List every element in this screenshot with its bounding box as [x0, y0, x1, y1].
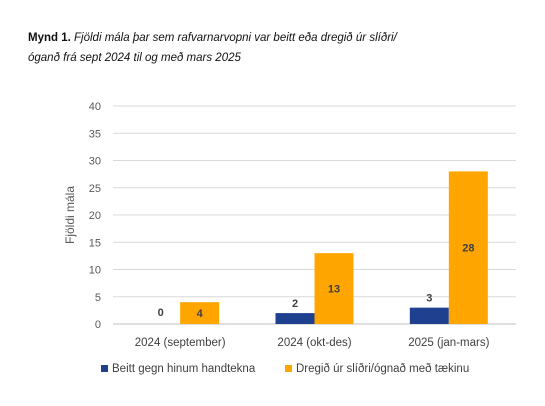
y-tick-label: 10 [89, 265, 101, 277]
y-tick-label: 25 [89, 183, 101, 195]
x-tick-label: 2025 (jan-mars) [408, 337, 489, 349]
y-tick-label: 0 [95, 319, 101, 331]
data-label: 2 [292, 298, 298, 310]
legend-swatch [285, 365, 292, 372]
y-tick-label: 20 [89, 210, 101, 222]
caption-line2: óganð frá sept 2024 til og með mars 2025 [28, 52, 241, 64]
data-label: 0 [158, 307, 164, 319]
figure-caption: Mynd 1. Fjöldi mála þar sem rafvarnarvop… [28, 28, 528, 68]
data-label: 4 [197, 308, 204, 320]
data-label: 28 [462, 243, 474, 255]
y-tick-label: 30 [89, 156, 101, 168]
x-tick-label: 2024 (okt-des) [277, 337, 351, 349]
legend-label: Dregið úr slíðri/ógnað með tækinu [296, 363, 469, 375]
x-tick-label: 2024 (september) [135, 337, 226, 349]
y-tick-label: 35 [89, 128, 101, 140]
legend-label: Beitt gegn hinum handtekna [112, 363, 256, 375]
y-tick-label: 5 [95, 292, 101, 304]
bar-dregid [180, 302, 220, 324]
data-label: 13 [328, 284, 340, 296]
caption-line1: Fjöldi mála þar sem rafvarnarvopni var b… [74, 32, 397, 44]
bar-beitt [275, 313, 315, 324]
caption-lead: Mynd 1. [28, 32, 71, 44]
y-tick-label: 40 [89, 101, 101, 113]
legend-swatch [101, 365, 108, 372]
bar-beitt [409, 307, 449, 324]
bar-dregid [314, 253, 354, 324]
data-label: 3 [426, 293, 432, 305]
y-tick-label: 15 [89, 237, 101, 249]
bar-dregid [448, 171, 488, 324]
y-axis-label: Fjöldi mála [63, 186, 77, 244]
